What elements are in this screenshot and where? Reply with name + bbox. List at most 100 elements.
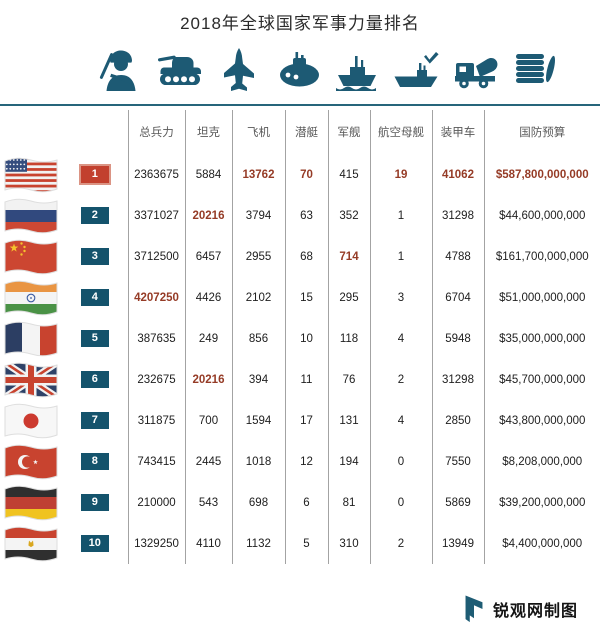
cell-jpn-col6: 2850	[431, 400, 484, 441]
table-row: 4 4207250 4426 2102 15 295 3 6704 $51,000,000,00…	[0, 277, 600, 318]
flag-gbr-icon	[0, 359, 62, 400]
cell-tur-col6: 7550	[431, 441, 484, 482]
cell-tur-col1: 2445	[184, 441, 232, 482]
fighter-jet-icon	[215, 46, 263, 94]
cell-chn-col5: 1	[369, 236, 432, 277]
rank-badge: 8	[80, 453, 109, 470]
rank-cell: 6	[62, 359, 128, 400]
warship-icon	[333, 46, 381, 94]
rank-cell: 2	[62, 195, 128, 236]
flag-deu-icon	[0, 482, 62, 523]
cell-gbr-col2: 394	[231, 359, 285, 400]
military-truck-icon	[451, 46, 499, 94]
cell-fra-col4: 118	[327, 318, 370, 359]
cell-jpn-col5: 4	[369, 400, 432, 441]
table-row: 8 743415 2445 1018 12 194 0 7550 $8,208,000,000	[0, 441, 600, 482]
cell-ind-col2: 2102	[231, 277, 285, 318]
credit-text: 锐观网制图	[492, 603, 578, 620]
cell-deu-col6: 5869	[431, 482, 484, 523]
rank-cell: 9	[62, 482, 128, 523]
cell-rus-col2: 3794	[231, 195, 285, 236]
cell-usa-col2: 13762	[231, 154, 285, 195]
cell-ind-col4: 295	[327, 277, 370, 318]
cell-fra-col5: 4	[369, 318, 432, 359]
cell-chn-col2: 2955	[231, 236, 285, 277]
cell-gbr-col4: 76	[327, 359, 370, 400]
cell-usa-col4: 415	[327, 154, 370, 195]
cell-usa-col5: 19	[369, 154, 432, 195]
cell-fra-col1: 249	[184, 318, 232, 359]
cell-usa-col0: 2363675	[127, 154, 185, 195]
table-row: 3 3712500 6457 2955 68 714 1 4788 $161,700,000,0…	[0, 236, 600, 277]
rank-badge: 9	[80, 494, 109, 511]
cell-tur-col0: 743415	[127, 441, 185, 482]
cell-rus-col6: 31298	[431, 195, 484, 236]
cell-deu-col3: 6	[284, 482, 328, 523]
rank-badge: 6	[80, 371, 109, 388]
cell-fra-col3: 10	[284, 318, 328, 359]
flag-tur-icon	[0, 441, 62, 482]
cell-ind-col0: 4207250	[127, 277, 185, 318]
cell-jpn-col4: 131	[327, 400, 370, 441]
column-header-tanks: 坦克	[184, 110, 232, 154]
money-coins-icon	[510, 46, 558, 94]
cell-chn-col7: $161,700,000,000	[483, 236, 600, 277]
cell-tur-col2: 1018	[231, 441, 285, 482]
ruiguan-logo-icon	[463, 594, 485, 624]
table-row: 10 1329250 4110 1132 5 310 2 13949 $4,400,000,00…	[0, 523, 600, 564]
cell-egy-col7: $4,400,000,000	[483, 523, 600, 564]
cell-rus-col0: 3371027	[127, 195, 185, 236]
cell-gbr-col0: 232675	[127, 359, 185, 400]
column-header-total-forces: 总兵力	[127, 110, 185, 154]
cell-tur-col3: 12	[284, 441, 328, 482]
submarine-icon	[274, 46, 322, 94]
rank-badge: 2	[80, 207, 109, 224]
table-row: 5 387635 249 856 10 118 4 5948 $35,000,000,000	[0, 318, 600, 359]
cell-gbr-col1: 20216	[184, 359, 232, 400]
cell-chn-col0: 3712500	[127, 236, 185, 277]
rank-badge: 3	[80, 248, 109, 265]
column-header-armored-vehicles: 装甲车	[431, 110, 484, 154]
cell-fra-col6: 5948	[431, 318, 484, 359]
table-row: 2 3371027 20216 3794 63 352 1 31298 $44,600,000,…	[0, 195, 600, 236]
rank-column-header	[62, 110, 128, 154]
cell-rus-col4: 352	[327, 195, 370, 236]
soldier-icon	[97, 46, 145, 94]
table-row: 9 210000 543 698 6 81 0 5869 $39,200,000,000	[0, 482, 600, 523]
cell-deu-col5: 0	[369, 482, 432, 523]
cell-tur-col5: 0	[369, 441, 432, 482]
cell-gbr-col6: 31298	[431, 359, 484, 400]
cell-chn-col1: 6457	[184, 236, 232, 277]
cell-gbr-col7: $45,700,000,000	[483, 359, 600, 400]
cell-egy-col4: 310	[327, 523, 370, 564]
flag-fra-icon	[0, 318, 62, 359]
rank-badge: 7	[80, 412, 109, 429]
cell-deu-col4: 81	[327, 482, 370, 523]
flag-chn-icon	[0, 236, 62, 277]
cell-gbr-col3: 11	[284, 359, 328, 400]
cell-deu-col7: $39,200,000,000	[483, 482, 600, 523]
header-divider	[0, 104, 600, 106]
cell-usa-col3: 70	[284, 154, 328, 195]
cell-ind-col5: 3	[369, 277, 432, 318]
table-row: 7 311875 700 1594 17 131 4 2850 $43,800,000,000	[0, 400, 600, 441]
rank-badge: 4	[80, 289, 109, 306]
rank-badge: 5	[80, 330, 109, 347]
cell-usa-col6: 41062	[431, 154, 484, 195]
cell-egy-col2: 1132	[231, 523, 285, 564]
tank-icon	[156, 46, 204, 94]
cell-rus-col3: 63	[284, 195, 328, 236]
cell-jpn-col0: 311875	[127, 400, 185, 441]
flag-egy-icon	[0, 523, 62, 564]
cell-tur-col4: 194	[327, 441, 370, 482]
cell-tur-col7: $8,208,000,000	[483, 441, 600, 482]
cell-fra-col7: $35,000,000,000	[483, 318, 600, 359]
flag-ind-icon	[0, 277, 62, 318]
rank-cell: 10	[62, 523, 128, 564]
cell-deu-col0: 210000	[127, 482, 185, 523]
column-header-defense-budget: 国防预算	[483, 110, 600, 154]
rank-cell: 3	[62, 236, 128, 277]
flag-usa-icon	[0, 154, 62, 195]
cell-egy-col0: 1329250	[127, 523, 185, 564]
cell-rus-col7: $44,600,000,000	[483, 195, 600, 236]
